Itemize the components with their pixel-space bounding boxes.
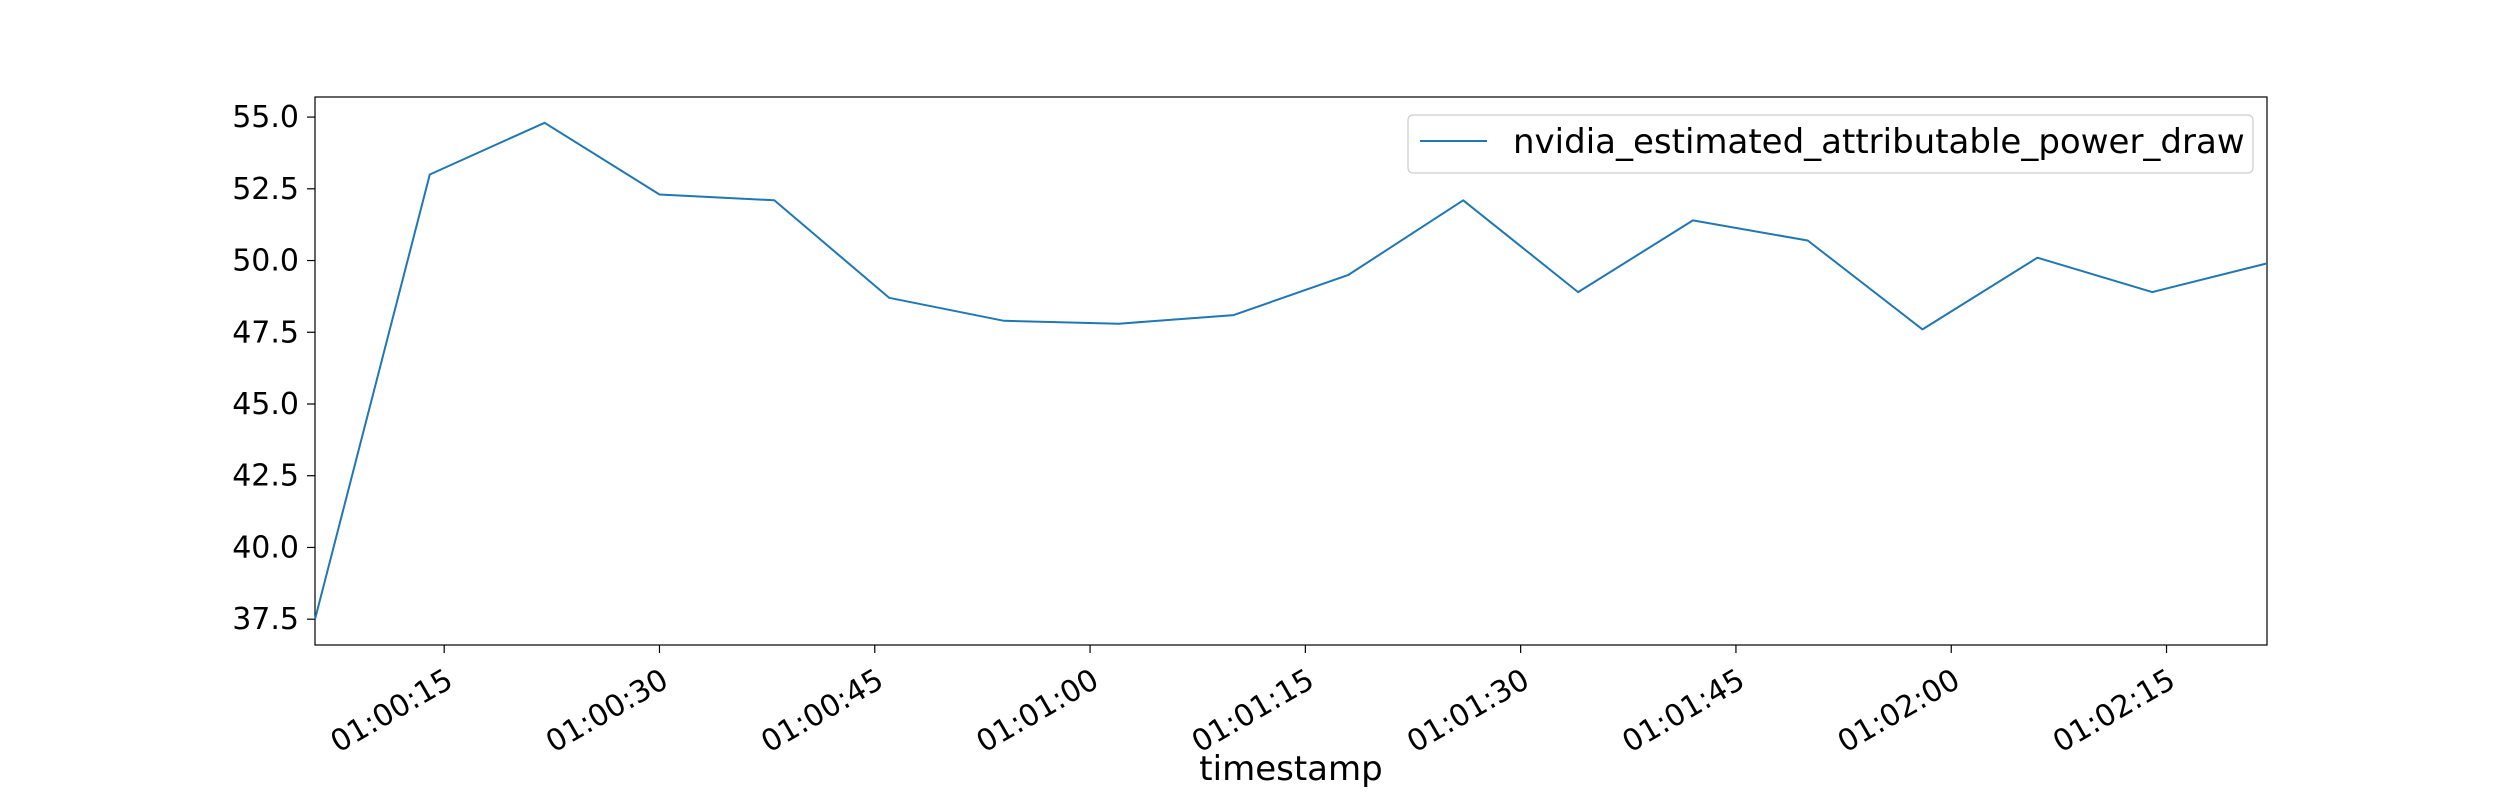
x-axis: 01:00:15 01:00:30 01:00:45 01:01:00 01:01:15…	[325, 645, 2181, 760]
series-line	[314, 121, 2268, 620]
x-tick-label: 01:02:15	[2047, 662, 2181, 760]
legend: nvidia_estimated_attributable_power_draw	[1407, 114, 2254, 174]
y-tick-label: 47.5	[232, 315, 299, 350]
y-tick-label: 37.5	[232, 602, 299, 637]
y-axis: 37.5 40.0 42.5 45.0 47.5 50.0 52.5 55.0	[232, 100, 315, 637]
x-tick-label: 01:02:00	[1832, 662, 1966, 760]
plot-area-frame	[314, 96, 2268, 646]
y-tick-label: 40.0	[232, 530, 299, 565]
legend-label: nvidia_estimated_attributable_power_draw	[1513, 122, 2245, 162]
x-tick-label: 01:01:30	[1401, 662, 1535, 760]
legend-box	[1407, 114, 2254, 174]
series-layer	[314, 121, 2268, 620]
x-tick-label: 01:01:15	[1186, 662, 1320, 760]
y-tick-label: 50.0	[232, 244, 299, 279]
x-tick-label: 01:01:45	[1617, 662, 1751, 760]
x-tick-label: 01:00:30	[540, 662, 674, 760]
x-tick-label: 01:01:00	[971, 662, 1105, 760]
y-tick-label: 42.5	[232, 459, 299, 494]
x-tick-label: 01:00:15	[325, 662, 459, 760]
y-tick-label: 52.5	[232, 172, 299, 207]
x-axis-title: timestamp	[1199, 749, 1382, 789]
y-tick-label: 45.0	[232, 387, 299, 422]
x-tick-label: 01:00:45	[755, 662, 889, 760]
y-tick-label: 55.0	[232, 100, 299, 135]
